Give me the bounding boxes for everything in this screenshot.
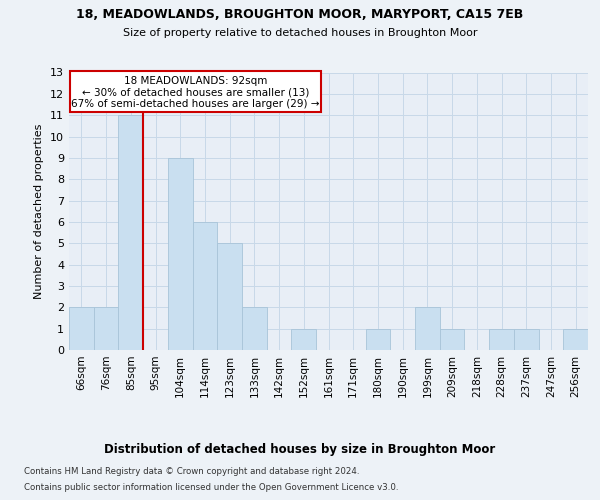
Bar — [242, 308, 267, 350]
Bar — [193, 222, 217, 350]
Text: ← 30% of detached houses are smaller (13): ← 30% of detached houses are smaller (13… — [82, 87, 310, 97]
Text: 18 MEADOWLANDS: 92sqm: 18 MEADOWLANDS: 92sqm — [124, 76, 268, 86]
Text: Contains HM Land Registry data © Crown copyright and database right 2024.: Contains HM Land Registry data © Crown c… — [24, 468, 359, 476]
Text: 18, MEADOWLANDS, BROUGHTON MOOR, MARYPORT, CA15 7EB: 18, MEADOWLANDS, BROUGHTON MOOR, MARYPOR… — [76, 8, 524, 20]
Bar — [118, 115, 143, 350]
Text: Distribution of detached houses by size in Broughton Moor: Distribution of detached houses by size … — [104, 442, 496, 456]
Bar — [94, 308, 118, 350]
FancyBboxPatch shape — [70, 72, 321, 112]
Text: Size of property relative to detached houses in Broughton Moor: Size of property relative to detached ho… — [123, 28, 477, 38]
Bar — [365, 328, 390, 350]
Bar — [440, 328, 464, 350]
Y-axis label: Number of detached properties: Number of detached properties — [34, 124, 44, 299]
Bar — [217, 244, 242, 350]
Bar — [514, 328, 539, 350]
Bar — [69, 308, 94, 350]
Text: 67% of semi-detached houses are larger (29) →: 67% of semi-detached houses are larger (… — [71, 99, 320, 109]
Bar — [415, 308, 440, 350]
Bar — [489, 328, 514, 350]
Bar — [168, 158, 193, 350]
Bar — [292, 328, 316, 350]
Bar — [563, 328, 588, 350]
Text: Contains public sector information licensed under the Open Government Licence v3: Contains public sector information licen… — [24, 482, 398, 492]
